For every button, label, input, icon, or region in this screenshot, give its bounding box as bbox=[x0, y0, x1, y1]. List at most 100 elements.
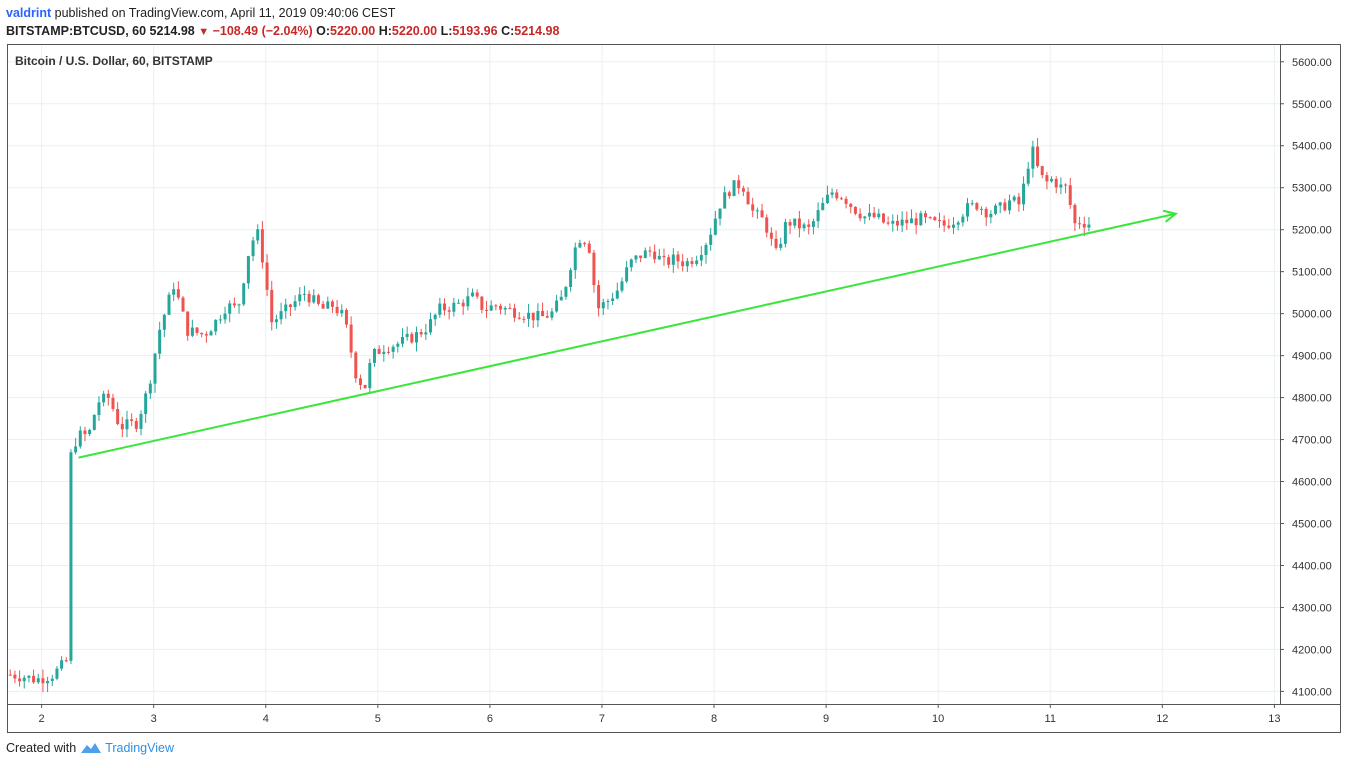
candle-down bbox=[592, 252, 596, 286]
candle-up bbox=[1022, 183, 1026, 205]
time-tick-label: 8 bbox=[711, 713, 717, 725]
candle-down bbox=[937, 220, 941, 222]
candle-up bbox=[699, 254, 703, 261]
candle-down bbox=[354, 352, 358, 379]
candle-up bbox=[559, 296, 563, 301]
candle-down bbox=[116, 408, 120, 424]
candle-up bbox=[55, 668, 59, 679]
candle-up bbox=[279, 311, 283, 320]
candle-down bbox=[1068, 185, 1072, 205]
candle-down bbox=[1082, 223, 1086, 228]
candle-down bbox=[316, 295, 320, 304]
candle-up bbox=[1012, 196, 1016, 201]
candle-down bbox=[676, 254, 680, 262]
candle-down bbox=[741, 188, 745, 192]
time-tick-label: 10 bbox=[932, 713, 944, 725]
candle-up bbox=[956, 222, 960, 225]
candle-down bbox=[583, 243, 587, 245]
chart-header: valdrint published on TradingView.com, A… bbox=[6, 4, 559, 41]
candle-down bbox=[788, 222, 792, 226]
candle-up bbox=[998, 202, 1002, 206]
candle-up bbox=[709, 234, 713, 245]
open-label: O: bbox=[316, 24, 331, 38]
candle-up bbox=[611, 298, 615, 302]
candle-down bbox=[1017, 196, 1021, 205]
candle-up bbox=[144, 393, 148, 415]
candle-up bbox=[718, 208, 722, 219]
candle-up bbox=[190, 327, 194, 336]
candle-down bbox=[461, 302, 465, 307]
candle-down bbox=[839, 198, 843, 200]
candle-up bbox=[391, 346, 395, 352]
price-tick-label: 4200.00 bbox=[1292, 644, 1332, 656]
candle-down bbox=[760, 210, 764, 218]
time-tick-label: 5 bbox=[375, 713, 381, 725]
candle-down bbox=[853, 206, 857, 214]
candle-down bbox=[475, 292, 479, 297]
candle-down bbox=[106, 393, 110, 398]
candle-up bbox=[405, 333, 409, 338]
candle-up bbox=[424, 332, 428, 335]
candle-up bbox=[489, 305, 493, 311]
candle-down bbox=[349, 324, 353, 353]
candle-up bbox=[438, 303, 442, 315]
time-axis[interactable]: 2 3 4 5 6 7 8 9 10 11 12 13 bbox=[39, 704, 1281, 725]
candle-down bbox=[1064, 184, 1068, 186]
open-value: 5220.00 bbox=[330, 24, 376, 38]
candle-up bbox=[573, 247, 577, 271]
close-value: 5214.98 bbox=[514, 24, 560, 38]
candle-up bbox=[994, 205, 998, 214]
candle-down bbox=[447, 310, 451, 312]
candle-up bbox=[457, 302, 461, 304]
tradingview-brand-link[interactable]: TradingView bbox=[105, 741, 174, 755]
candle-down bbox=[597, 285, 601, 309]
candle-down bbox=[774, 238, 778, 248]
created-with-text: Created with bbox=[6, 741, 77, 755]
candle-up bbox=[228, 303, 232, 314]
candle-up bbox=[69, 452, 73, 661]
candle-up bbox=[153, 353, 157, 384]
trendline-segment[interactable] bbox=[78, 212, 1176, 459]
candle-down bbox=[807, 224, 811, 227]
candle-up bbox=[433, 314, 437, 320]
candle-up bbox=[685, 261, 689, 267]
time-tick-label: 11 bbox=[1045, 713, 1056, 725]
candle-down bbox=[83, 430, 87, 435]
candle-up bbox=[382, 351, 386, 354]
candle-up bbox=[148, 383, 152, 394]
candle-up bbox=[368, 362, 372, 389]
candle-up bbox=[74, 446, 78, 453]
author-link[interactable]: valdrint bbox=[6, 6, 52, 20]
price-tick-label: 4900.00 bbox=[1292, 351, 1332, 363]
candle-up bbox=[209, 331, 213, 336]
price-axis[interactable]: 5600.00 5500.00 5400.00 5300.00 5200.00 5100.… bbox=[1280, 57, 1332, 699]
candle-up bbox=[284, 304, 288, 312]
candle-up bbox=[1050, 178, 1054, 182]
low-label: L: bbox=[440, 24, 453, 38]
grid-lines bbox=[8, 45, 1280, 704]
candle-down bbox=[923, 213, 927, 218]
candle-up bbox=[429, 319, 433, 333]
candle-up bbox=[643, 250, 647, 259]
trendline[interactable] bbox=[78, 209, 1179, 459]
candle-down bbox=[849, 203, 853, 207]
candle-down bbox=[8, 674, 12, 676]
candle-up bbox=[396, 343, 400, 347]
candle-up bbox=[811, 221, 815, 227]
candle-down bbox=[942, 220, 946, 226]
candle-up bbox=[802, 224, 806, 229]
candle-up bbox=[601, 302, 605, 309]
candle-down bbox=[1040, 166, 1044, 176]
candle-up bbox=[891, 220, 895, 224]
candle-up bbox=[340, 309, 344, 314]
candle-up bbox=[900, 219, 904, 226]
candle-down bbox=[751, 204, 755, 211]
candle-up bbox=[46, 680, 50, 684]
candle-down bbox=[1073, 204, 1077, 224]
candle-up bbox=[414, 332, 418, 343]
candle-down bbox=[984, 208, 988, 218]
candle-down bbox=[531, 312, 535, 321]
candle-up bbox=[162, 314, 166, 330]
candle-down bbox=[858, 213, 862, 219]
